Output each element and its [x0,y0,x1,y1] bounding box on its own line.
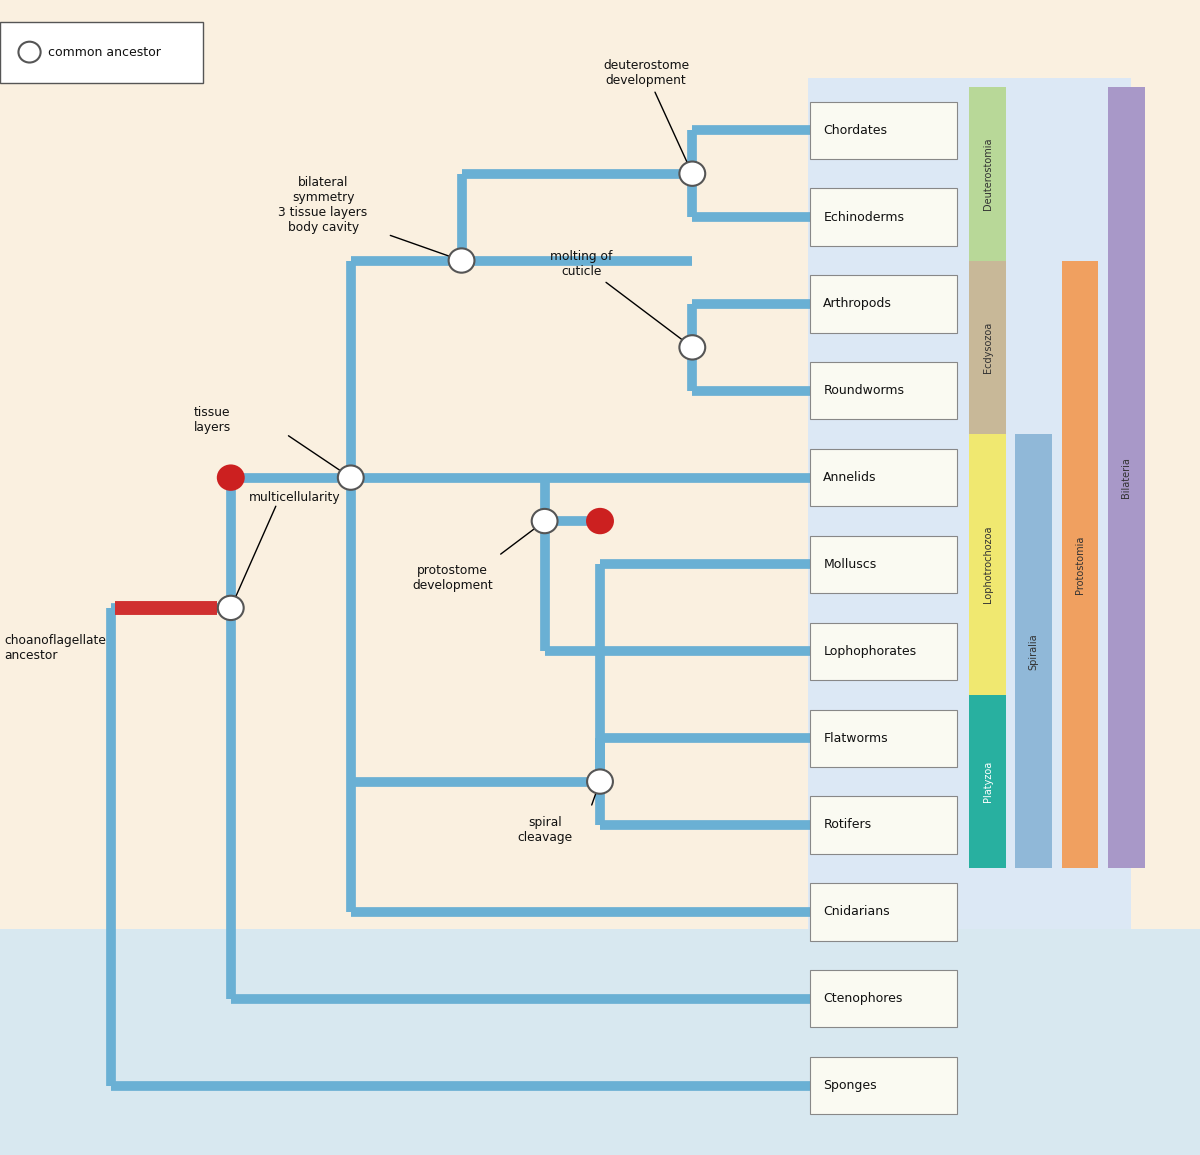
Text: Platyzoa: Platyzoa [983,761,992,803]
Circle shape [449,248,474,273]
Text: multicellularity: multicellularity [250,491,341,504]
FancyBboxPatch shape [0,22,203,82]
Text: Lophotrochozoa: Lophotrochozoa [983,526,992,603]
Text: Protostomia: Protostomia [1075,535,1085,594]
Bar [1015,434,1052,869]
Bar [1108,87,1145,869]
Text: deuterostome
development: deuterostome development [604,59,691,170]
Circle shape [679,162,706,186]
Text: Rotifers: Rotifers [823,819,871,832]
Text: Sponges: Sponges [823,1079,877,1091]
FancyBboxPatch shape [810,449,958,506]
FancyBboxPatch shape [810,1057,958,1115]
FancyBboxPatch shape [810,363,958,419]
FancyBboxPatch shape [810,796,958,854]
Bar [0,930,1200,1155]
Bar [970,87,1006,261]
Bar [970,261,1006,434]
FancyBboxPatch shape [810,623,958,680]
Text: bilateral
symmetry
3 tissue layers
body cavity: bilateral symmetry 3 tissue layers body … [278,177,367,234]
Text: Spiralia: Spiralia [1028,633,1039,670]
Circle shape [218,465,244,490]
Bar [808,79,1130,930]
Text: Deuterostomia: Deuterostomia [983,137,992,210]
Bar [970,434,1006,695]
Circle shape [532,509,558,534]
Text: common ancestor: common ancestor [48,45,161,59]
Text: molting of
cuticle: molting of cuticle [551,249,689,344]
Text: Cnidarians: Cnidarians [823,906,890,918]
Text: Flatworms: Flatworms [823,731,888,745]
Circle shape [587,509,613,534]
Text: Roundworms: Roundworms [823,385,905,397]
Text: Ecdysozoa: Ecdysozoa [983,322,992,373]
Text: Chordates: Chordates [823,124,887,136]
Circle shape [679,335,706,359]
FancyBboxPatch shape [810,536,958,594]
FancyBboxPatch shape [810,970,958,1027]
Circle shape [587,769,613,793]
Text: Lophophorates: Lophophorates [823,644,917,658]
Circle shape [18,42,41,62]
FancyBboxPatch shape [810,102,958,159]
Text: Echinoderms: Echinoderms [823,210,905,224]
Text: protostome
development: protostome development [412,565,493,593]
Bar [1062,261,1098,869]
Text: Bilateria: Bilateria [1121,457,1132,498]
Text: Arthropods: Arthropods [823,298,893,311]
Circle shape [338,465,364,490]
FancyBboxPatch shape [810,188,958,246]
Text: choanoflagellate
ancestor: choanoflagellate ancestor [5,634,107,662]
FancyBboxPatch shape [810,884,958,940]
Text: Molluscs: Molluscs [823,558,877,571]
Text: Annelids: Annelids [823,471,877,484]
Text: tissue
layers: tissue layers [193,407,230,434]
FancyBboxPatch shape [810,275,958,333]
Text: Ctenophores: Ctenophores [823,992,902,1005]
FancyBboxPatch shape [810,709,958,767]
Bar [970,695,1006,869]
Bar [0,0,960,930]
Circle shape [218,596,244,620]
Text: spiral
cleavage: spiral cleavage [517,817,572,844]
